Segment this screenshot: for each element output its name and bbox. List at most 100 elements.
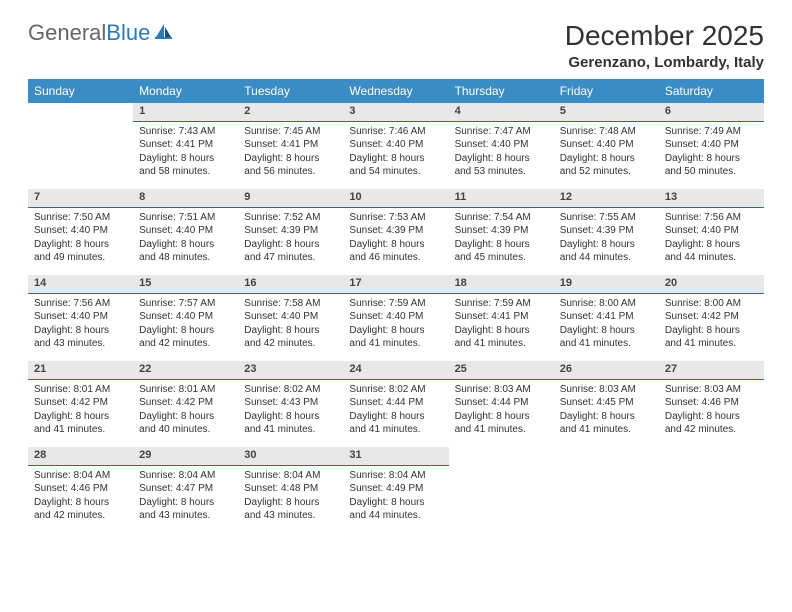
- daylight-line: Daylight: 8 hours and 48 minutes.: [139, 238, 232, 265]
- header: GeneralBlue December 2025 Gerenzano, Lom…: [28, 20, 764, 71]
- day-content-cell: Sunrise: 7:59 AMSunset: 4:41 PMDaylight:…: [449, 293, 554, 361]
- sunset-line: Sunset: 4:41 PM: [455, 310, 548, 324]
- day-number-cell: 3: [343, 103, 448, 121]
- daylight-line: Daylight: 8 hours and 42 minutes.: [665, 410, 758, 437]
- sunset-line: Sunset: 4:40 PM: [34, 224, 127, 238]
- sunset-line: Sunset: 4:42 PM: [665, 310, 758, 324]
- day-number-cell: 13: [659, 189, 764, 207]
- daylight-line: Daylight: 8 hours and 43 minutes.: [244, 496, 337, 523]
- daylight-line: Daylight: 8 hours and 44 minutes.: [665, 238, 758, 265]
- day-content-cell: Sunrise: 7:53 AMSunset: 4:39 PMDaylight:…: [343, 207, 448, 275]
- sunrise-line: Sunrise: 8:03 AM: [455, 383, 548, 397]
- day-content-row: Sunrise: 7:50 AMSunset: 4:40 PMDaylight:…: [28, 207, 764, 275]
- sunrise-line: Sunrise: 8:04 AM: [244, 469, 337, 483]
- weekday-header: Saturday: [659, 79, 764, 103]
- sunrise-line: Sunrise: 8:03 AM: [560, 383, 653, 397]
- logo-blue: Blue: [106, 20, 150, 45]
- sunset-line: Sunset: 4:39 PM: [244, 224, 337, 238]
- day-content-cell: Sunrise: 7:50 AMSunset: 4:40 PMDaylight:…: [28, 207, 133, 275]
- day-content-cell: Sunrise: 8:02 AMSunset: 4:44 PMDaylight:…: [343, 379, 448, 447]
- weekday-header: Monday: [133, 79, 238, 103]
- weekday-header: Thursday: [449, 79, 554, 103]
- sunset-line: Sunset: 4:44 PM: [455, 396, 548, 410]
- sunset-line: Sunset: 4:39 PM: [349, 224, 442, 238]
- day-number-cell: 27: [659, 361, 764, 379]
- day-number-cell: 21: [28, 361, 133, 379]
- day-content-cell: Sunrise: 7:58 AMSunset: 4:40 PMDaylight:…: [238, 293, 343, 361]
- sunrise-line: Sunrise: 7:59 AM: [455, 297, 548, 311]
- day-content-cell: Sunrise: 7:57 AMSunset: 4:40 PMDaylight:…: [133, 293, 238, 361]
- day-content-row: Sunrise: 8:04 AMSunset: 4:46 PMDaylight:…: [28, 465, 764, 533]
- day-content-cell: Sunrise: 7:59 AMSunset: 4:40 PMDaylight:…: [343, 293, 448, 361]
- day-number-cell: 5: [554, 103, 659, 121]
- day-number-cell: 28: [28, 447, 133, 465]
- logo: GeneralBlue: [28, 20, 174, 46]
- day-content-row: Sunrise: 7:43 AMSunset: 4:41 PMDaylight:…: [28, 121, 764, 189]
- day-content-cell: Sunrise: 7:56 AMSunset: 4:40 PMDaylight:…: [659, 207, 764, 275]
- day-number-cell: 2: [238, 103, 343, 121]
- day-content-cell: [554, 465, 659, 533]
- day-number-cell: 12: [554, 189, 659, 207]
- day-number-row: 28293031: [28, 447, 764, 465]
- daylight-line: Daylight: 8 hours and 41 minutes.: [244, 410, 337, 437]
- day-content-cell: Sunrise: 7:51 AMSunset: 4:40 PMDaylight:…: [133, 207, 238, 275]
- day-number-cell: 6: [659, 103, 764, 121]
- sunrise-line: Sunrise: 8:00 AM: [560, 297, 653, 311]
- daylight-line: Daylight: 8 hours and 42 minutes.: [139, 324, 232, 351]
- day-content-cell: [28, 121, 133, 189]
- day-content-cell: [659, 465, 764, 533]
- sail-icon: [154, 22, 174, 45]
- sunset-line: Sunset: 4:40 PM: [560, 138, 653, 152]
- sunrise-line: Sunrise: 8:00 AM: [665, 297, 758, 311]
- sunset-line: Sunset: 4:45 PM: [560, 396, 653, 410]
- daylight-line: Daylight: 8 hours and 50 minutes.: [665, 152, 758, 179]
- sunset-line: Sunset: 4:48 PM: [244, 482, 337, 496]
- sunset-line: Sunset: 4:40 PM: [665, 224, 758, 238]
- daylight-line: Daylight: 8 hours and 53 minutes.: [455, 152, 548, 179]
- sunset-line: Sunset: 4:40 PM: [349, 310, 442, 324]
- logo-general: General: [28, 20, 106, 45]
- day-number-cell: 30: [238, 447, 343, 465]
- day-number-cell: 11: [449, 189, 554, 207]
- day-number-cell: [659, 447, 764, 465]
- sunset-line: Sunset: 4:47 PM: [139, 482, 232, 496]
- day-number-row: 123456: [28, 103, 764, 121]
- daylight-line: Daylight: 8 hours and 41 minutes.: [560, 410, 653, 437]
- day-number-cell: 9: [238, 189, 343, 207]
- day-number-cell: 31: [343, 447, 448, 465]
- sunrise-line: Sunrise: 7:51 AM: [139, 211, 232, 225]
- sunset-line: Sunset: 4:42 PM: [34, 396, 127, 410]
- sunset-line: Sunset: 4:42 PM: [139, 396, 232, 410]
- day-content-cell: Sunrise: 7:49 AMSunset: 4:40 PMDaylight:…: [659, 121, 764, 189]
- day-content-cell: Sunrise: 8:04 AMSunset: 4:49 PMDaylight:…: [343, 465, 448, 533]
- day-number-cell: [28, 103, 133, 121]
- daylight-line: Daylight: 8 hours and 58 minutes.: [139, 152, 232, 179]
- daylight-line: Daylight: 8 hours and 41 minutes.: [665, 324, 758, 351]
- sunset-line: Sunset: 4:49 PM: [349, 482, 442, 496]
- day-number-row: 78910111213: [28, 189, 764, 207]
- day-number-cell: 25: [449, 361, 554, 379]
- day-content-cell: Sunrise: 8:02 AMSunset: 4:43 PMDaylight:…: [238, 379, 343, 447]
- weekday-header-row: SundayMondayTuesdayWednesdayThursdayFrid…: [28, 79, 764, 103]
- month-title: December 2025: [565, 20, 764, 52]
- day-number-cell: 14: [28, 275, 133, 293]
- day-content-cell: Sunrise: 8:01 AMSunset: 4:42 PMDaylight:…: [133, 379, 238, 447]
- day-number-cell: 7: [28, 189, 133, 207]
- sunrise-line: Sunrise: 8:04 AM: [349, 469, 442, 483]
- calendar-table: SundayMondayTuesdayWednesdayThursdayFrid…: [28, 79, 764, 533]
- sunrise-line: Sunrise: 7:54 AM: [455, 211, 548, 225]
- day-content-cell: Sunrise: 7:55 AMSunset: 4:39 PMDaylight:…: [554, 207, 659, 275]
- daylight-line: Daylight: 8 hours and 52 minutes.: [560, 152, 653, 179]
- daylight-line: Daylight: 8 hours and 43 minutes.: [34, 324, 127, 351]
- sunset-line: Sunset: 4:40 PM: [349, 138, 442, 152]
- sunrise-line: Sunrise: 8:04 AM: [139, 469, 232, 483]
- day-content-cell: Sunrise: 7:54 AMSunset: 4:39 PMDaylight:…: [449, 207, 554, 275]
- sunset-line: Sunset: 4:41 PM: [244, 138, 337, 152]
- day-number-cell: 8: [133, 189, 238, 207]
- sunrise-line: Sunrise: 8:01 AM: [139, 383, 232, 397]
- day-content-cell: Sunrise: 8:00 AMSunset: 4:42 PMDaylight:…: [659, 293, 764, 361]
- sunrise-line: Sunrise: 7:49 AM: [665, 125, 758, 139]
- sunrise-line: Sunrise: 7:48 AM: [560, 125, 653, 139]
- day-number-cell: 29: [133, 447, 238, 465]
- day-content-cell: Sunrise: 8:03 AMSunset: 4:44 PMDaylight:…: [449, 379, 554, 447]
